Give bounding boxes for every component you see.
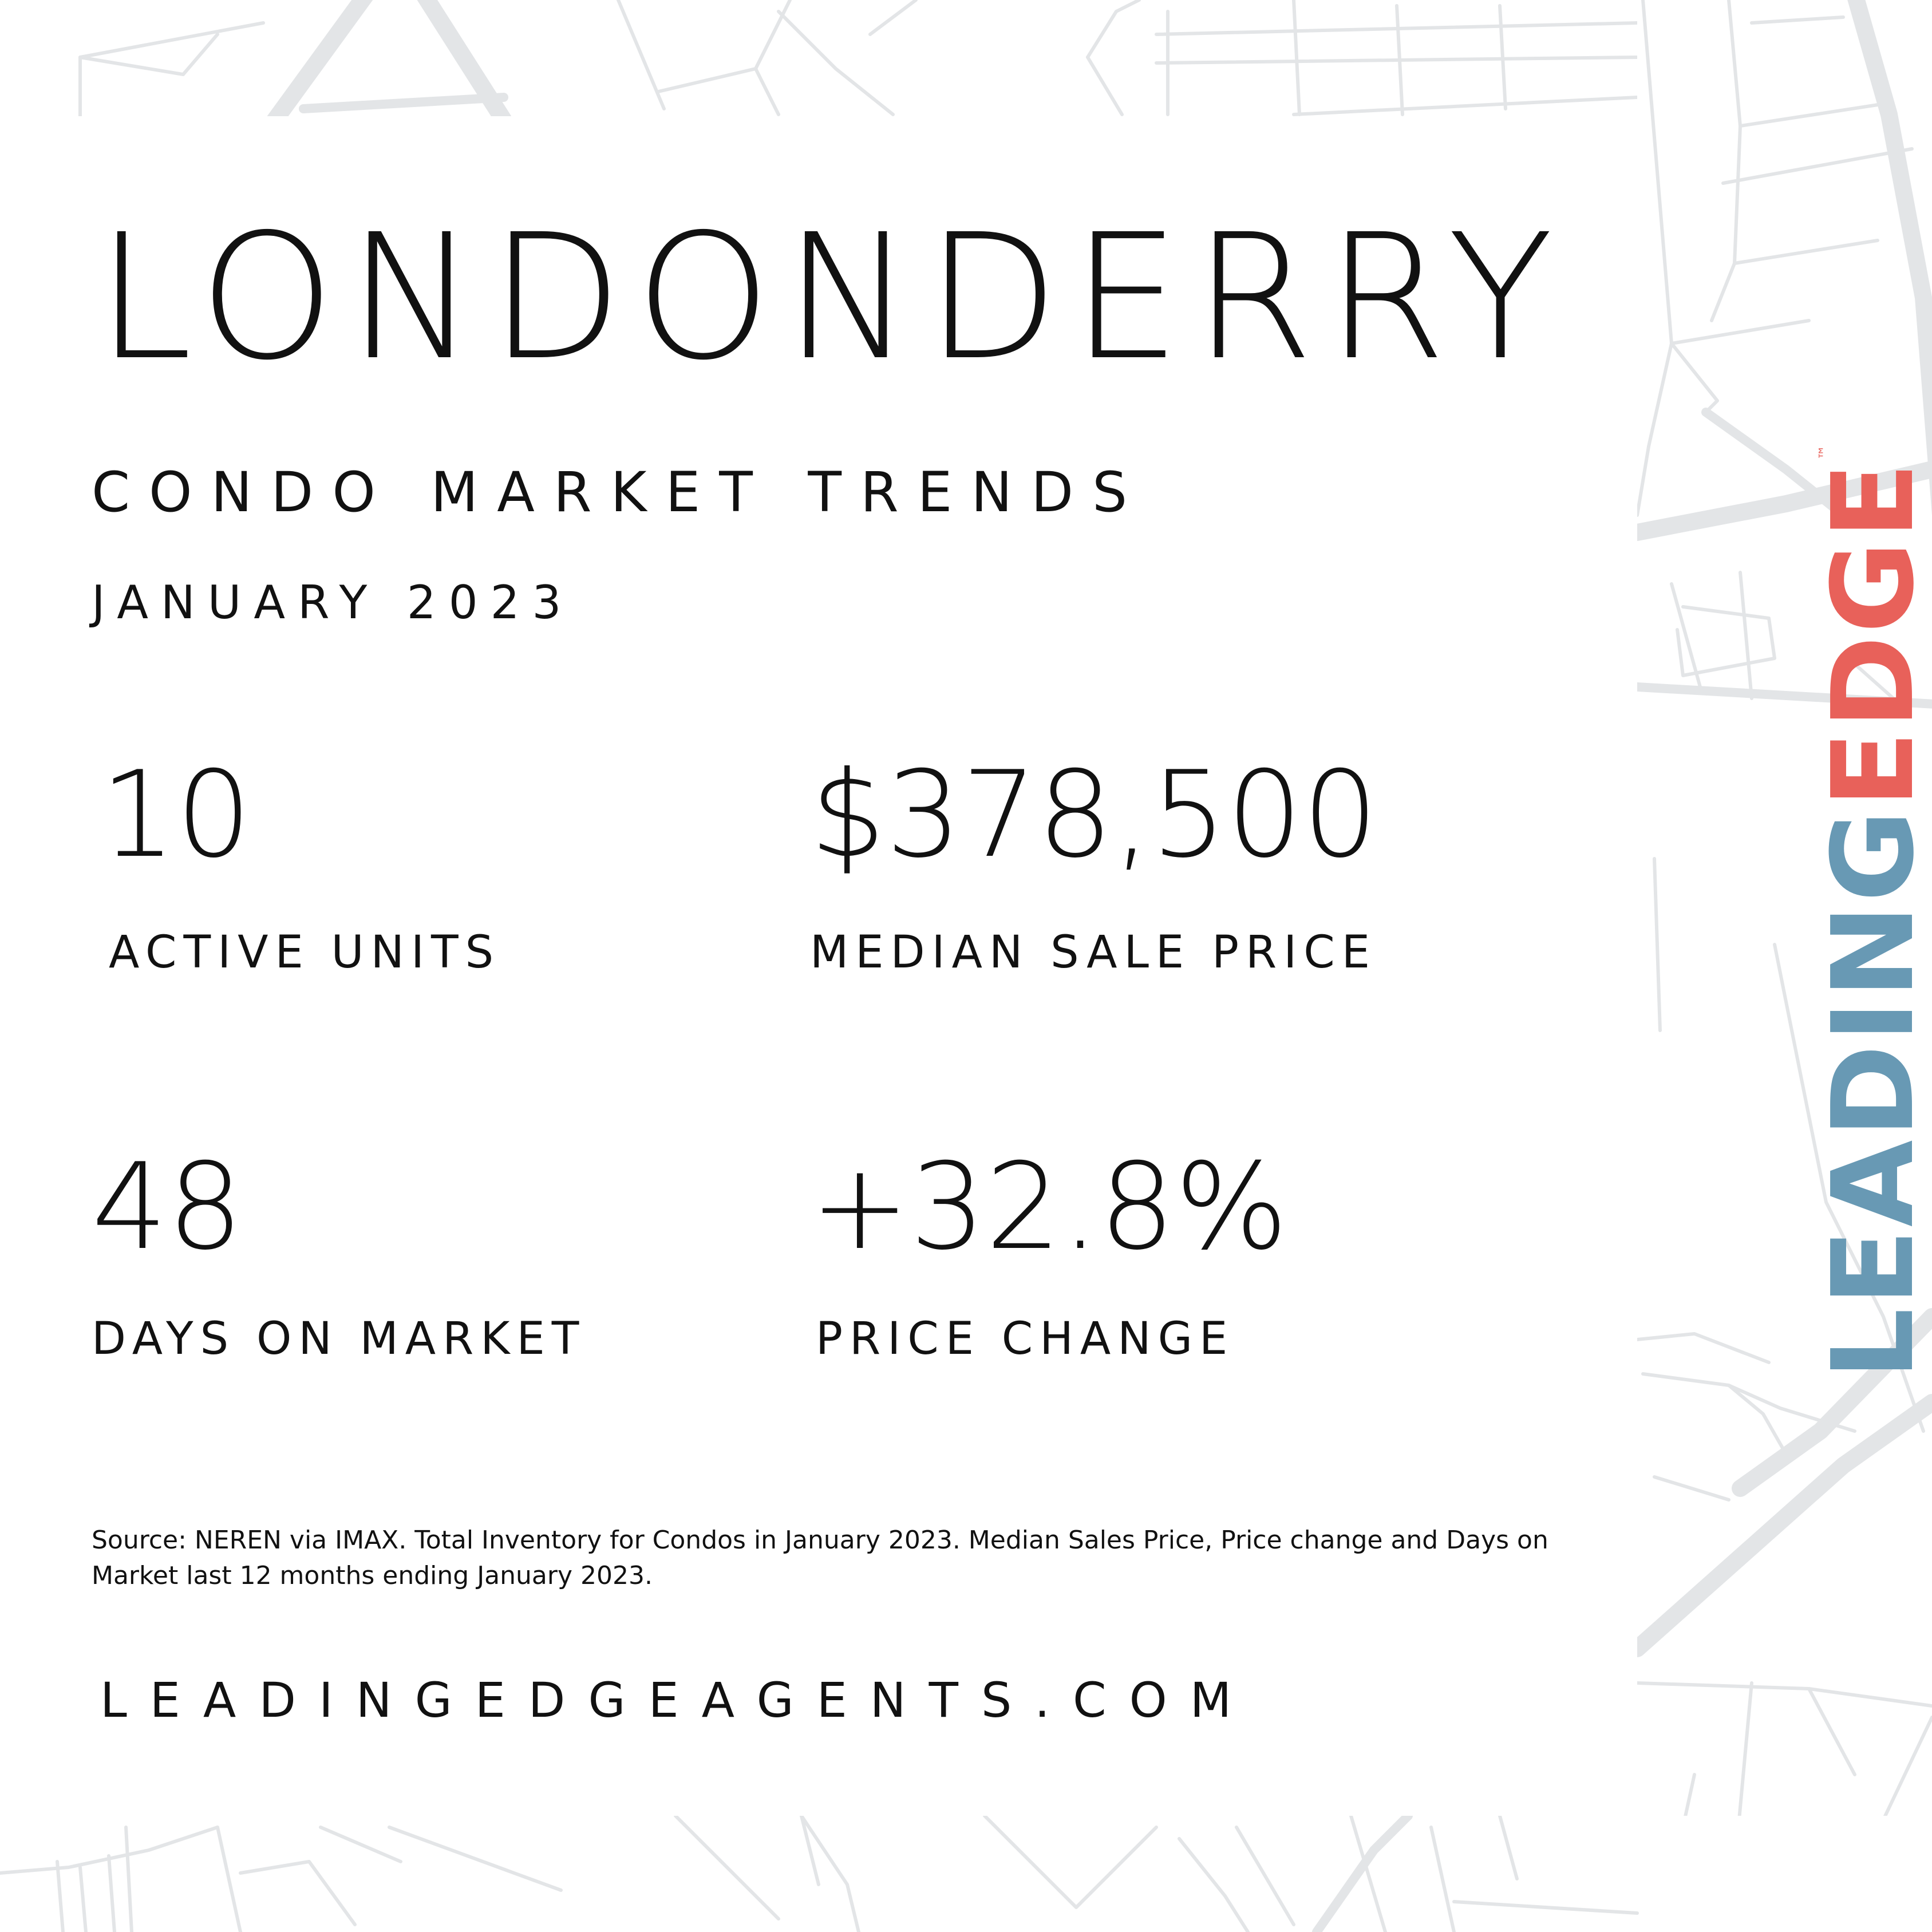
page-title: LONDONDERRY [96, 197, 1566, 398]
active-units-label: ACTIVE UNITS [109, 927, 501, 978]
source-note: Source: NEREN via IMAX. Total Inventory … [92, 1526, 1548, 1590]
trademark-icon: ™ [1816, 442, 1834, 460]
report-date: JANUARY 2023 [92, 576, 574, 629]
price-change-value: +32.8% [810, 1138, 1289, 1277]
median-sale-price-value: $378,500 [810, 746, 1378, 884]
map-background-top [0, 0, 1932, 116]
map-background-right [1637, 0, 1932, 1932]
website-url: LEADINGEDGEAGENTS.COM [100, 1672, 1255, 1728]
map-background-bottom [0, 1816, 1932, 1932]
days-on-market-value: 48 [92, 1138, 243, 1277]
logo-leading-text: LEADING [1808, 807, 1932, 1380]
logo-wordmark: LEADINGEDGE™ [1808, 442, 1932, 1380]
page-subtitle: CONDO MARKET TRENDS [92, 460, 1147, 524]
active-units-value: 10 [100, 746, 252, 884]
days-on-market-label: DAYS ON MARKET [92, 1313, 586, 1365]
median-sale-price-label: MEDIAN SALE PRICE [810, 927, 1377, 978]
logo-edge-text: EDGE [1808, 460, 1932, 808]
price-change-label: PRICE CHANGE [816, 1313, 1235, 1365]
